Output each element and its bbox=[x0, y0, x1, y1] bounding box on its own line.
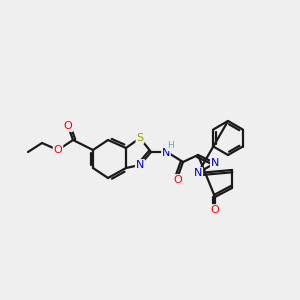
Text: S: S bbox=[136, 133, 144, 143]
Text: O: O bbox=[211, 205, 219, 215]
Text: N: N bbox=[211, 158, 219, 168]
Text: O: O bbox=[64, 121, 72, 131]
Text: N: N bbox=[162, 148, 170, 158]
Text: H: H bbox=[168, 142, 174, 151]
Text: O: O bbox=[54, 145, 62, 155]
Text: N: N bbox=[136, 160, 144, 170]
Text: O: O bbox=[174, 175, 182, 185]
Text: N: N bbox=[194, 168, 202, 178]
